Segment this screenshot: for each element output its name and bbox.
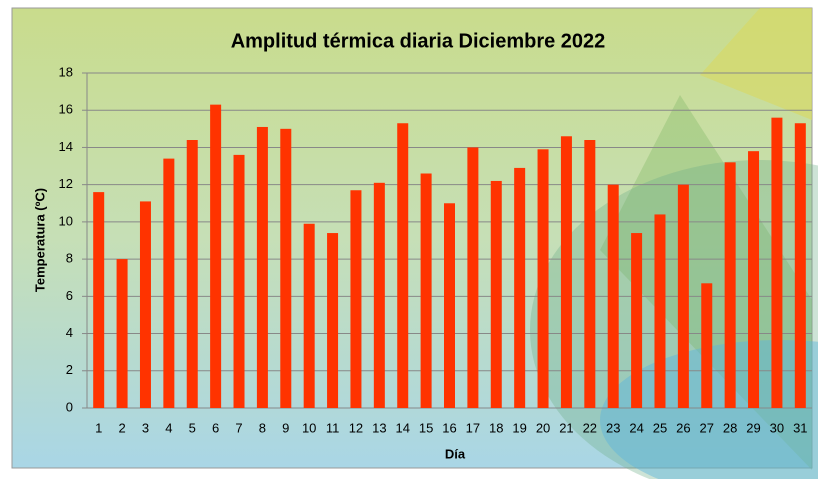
y-tick-label: 16 [59, 102, 73, 117]
x-tick-label: 21 [559, 420, 573, 435]
bar [257, 127, 268, 408]
x-tick-label: 4 [165, 420, 172, 435]
x-tick-label: 6 [212, 420, 219, 435]
bar [514, 168, 525, 408]
bar [771, 118, 782, 408]
bar [350, 190, 361, 408]
x-tick-label: 22 [583, 420, 597, 435]
bar [701, 283, 712, 408]
bar [163, 159, 174, 408]
bar [584, 140, 595, 408]
x-tick-label: 14 [395, 420, 409, 435]
bar [280, 129, 291, 408]
bar [444, 203, 455, 408]
x-tick-label: 25 [653, 420, 667, 435]
bar [327, 233, 338, 408]
x-tick-label: 8 [259, 420, 266, 435]
y-tick-label: 4 [66, 325, 73, 340]
y-tick-label: 14 [59, 139, 73, 154]
bar [210, 105, 221, 408]
bar [374, 183, 385, 408]
bar [117, 259, 128, 408]
bar [538, 149, 549, 408]
x-tick-label: 16 [442, 420, 456, 435]
y-tick-label: 12 [59, 176, 73, 191]
x-tick-label: 18 [489, 420, 503, 435]
page: {"chart_data": {"type": "bar", "title": … [0, 0, 818, 479]
bar [234, 155, 245, 408]
y-tick-label: 2 [66, 362, 73, 377]
x-tick-label: 10 [302, 420, 316, 435]
x-tick-label: 12 [349, 420, 363, 435]
x-tick-label: 11 [326, 420, 340, 435]
bar [631, 233, 642, 408]
x-tick-label: 2 [118, 420, 125, 435]
bar [654, 214, 665, 408]
bar [678, 185, 689, 408]
x-tick-label: 7 [235, 420, 242, 435]
x-tick-label: 1 [95, 420, 102, 435]
x-tick-label: 23 [606, 420, 620, 435]
x-tick-label: 5 [189, 420, 196, 435]
bar [467, 147, 478, 408]
x-tick-label: 24 [629, 420, 643, 435]
x-tick-label: 28 [723, 420, 737, 435]
x-tick-label: 27 [700, 420, 714, 435]
x-axis-title: Día [445, 446, 466, 461]
chart-title: Amplitud térmica diaria Diciembre 2022 [231, 30, 606, 52]
bar [187, 140, 198, 408]
x-tick-label: 15 [419, 420, 433, 435]
chart: Amplitud térmica diaria Diciembre 2022 D… [0, 0, 818, 479]
y-tick-label: 0 [66, 399, 73, 414]
x-tick-label: 19 [512, 420, 526, 435]
bar [561, 136, 572, 408]
x-tick-label: 30 [770, 420, 784, 435]
y-tick-label: 6 [66, 288, 73, 303]
bar [748, 151, 759, 408]
y-tick-label: 18 [59, 64, 73, 79]
x-tick-label: 17 [466, 420, 480, 435]
bar [140, 201, 151, 408]
x-tick-label: 29 [746, 420, 760, 435]
y-tick-label: 8 [66, 251, 73, 266]
bar [304, 224, 315, 408]
bar [795, 123, 806, 408]
bar [397, 123, 408, 408]
x-tick-label: 9 [282, 420, 289, 435]
x-tick-label: 13 [372, 420, 386, 435]
bar [725, 162, 736, 408]
y-axis-title: Temperatura (ºC) [32, 188, 47, 292]
x-tick-label: 26 [676, 420, 690, 435]
y-tick-label: 10 [59, 213, 73, 228]
x-tick-label: 20 [536, 420, 550, 435]
x-tick-label: 3 [142, 420, 149, 435]
bar [491, 181, 502, 408]
bar [93, 192, 104, 408]
bar [608, 185, 619, 408]
x-tick-label: 31 [793, 420, 807, 435]
bar [421, 174, 432, 409]
